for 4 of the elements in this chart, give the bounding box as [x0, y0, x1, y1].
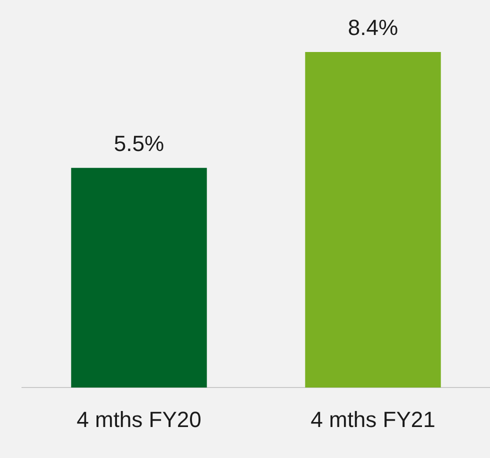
- x-tick-label: 4 mths FY20: [76, 406, 202, 432]
- data-label: 8.4%: [348, 15, 398, 40]
- data-label: 5.5%: [114, 130, 164, 156]
- x-tick-label: 4 mths FY21: [310, 406, 436, 432]
